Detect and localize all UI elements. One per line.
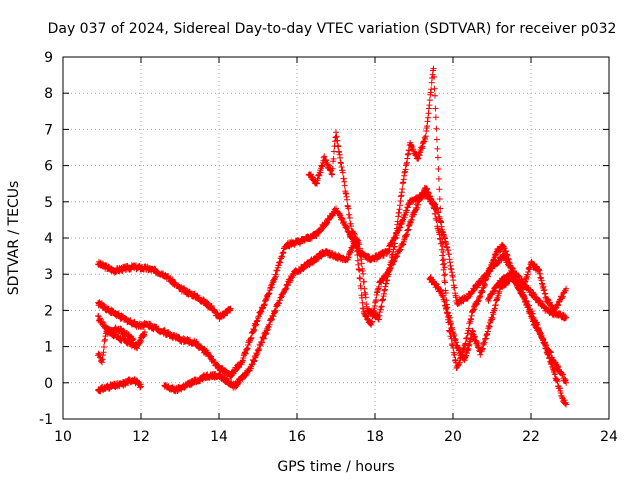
- y-tick-label: 7: [44, 122, 53, 138]
- y-tick-label: 9: [44, 50, 53, 66]
- series-trace-9: [485, 270, 570, 386]
- chart-title: Day 037 of 2024, Sidereal Day-to-day VTE…: [48, 21, 617, 37]
- x-tick-label: 24: [600, 429, 618, 445]
- y-tick-label: -1: [39, 412, 53, 428]
- y-tick-label: 3: [44, 267, 53, 283]
- y-axis-label: SDTVAR / TECUs: [6, 181, 22, 296]
- x-tick-label: 14: [210, 429, 228, 445]
- x-tick-label: 20: [444, 429, 462, 445]
- series-trace-4: [95, 324, 137, 366]
- series-trace-5: [95, 376, 144, 395]
- x-axis-label: GPS time / hours: [277, 459, 394, 475]
- x-tick-label: 12: [132, 429, 150, 445]
- x-tick-label: 16: [288, 429, 306, 445]
- y-tick-label: 2: [44, 303, 53, 319]
- x-tick-label: 18: [366, 429, 384, 445]
- series-trace-1: [95, 258, 234, 322]
- series-trace-7: [305, 65, 449, 323]
- y-tick-label: 6: [44, 159, 53, 175]
- y-tick-label: 8: [44, 86, 53, 102]
- y-tick-label: 1: [44, 340, 53, 356]
- data-series: [95, 65, 570, 408]
- y-tick-label: 0: [44, 376, 53, 392]
- x-tick-label: 10: [54, 429, 72, 445]
- y-tick-label: 4: [44, 231, 53, 247]
- x-tick-label: 22: [522, 429, 540, 445]
- grid: [63, 57, 609, 419]
- y-tick-label: 5: [44, 195, 53, 211]
